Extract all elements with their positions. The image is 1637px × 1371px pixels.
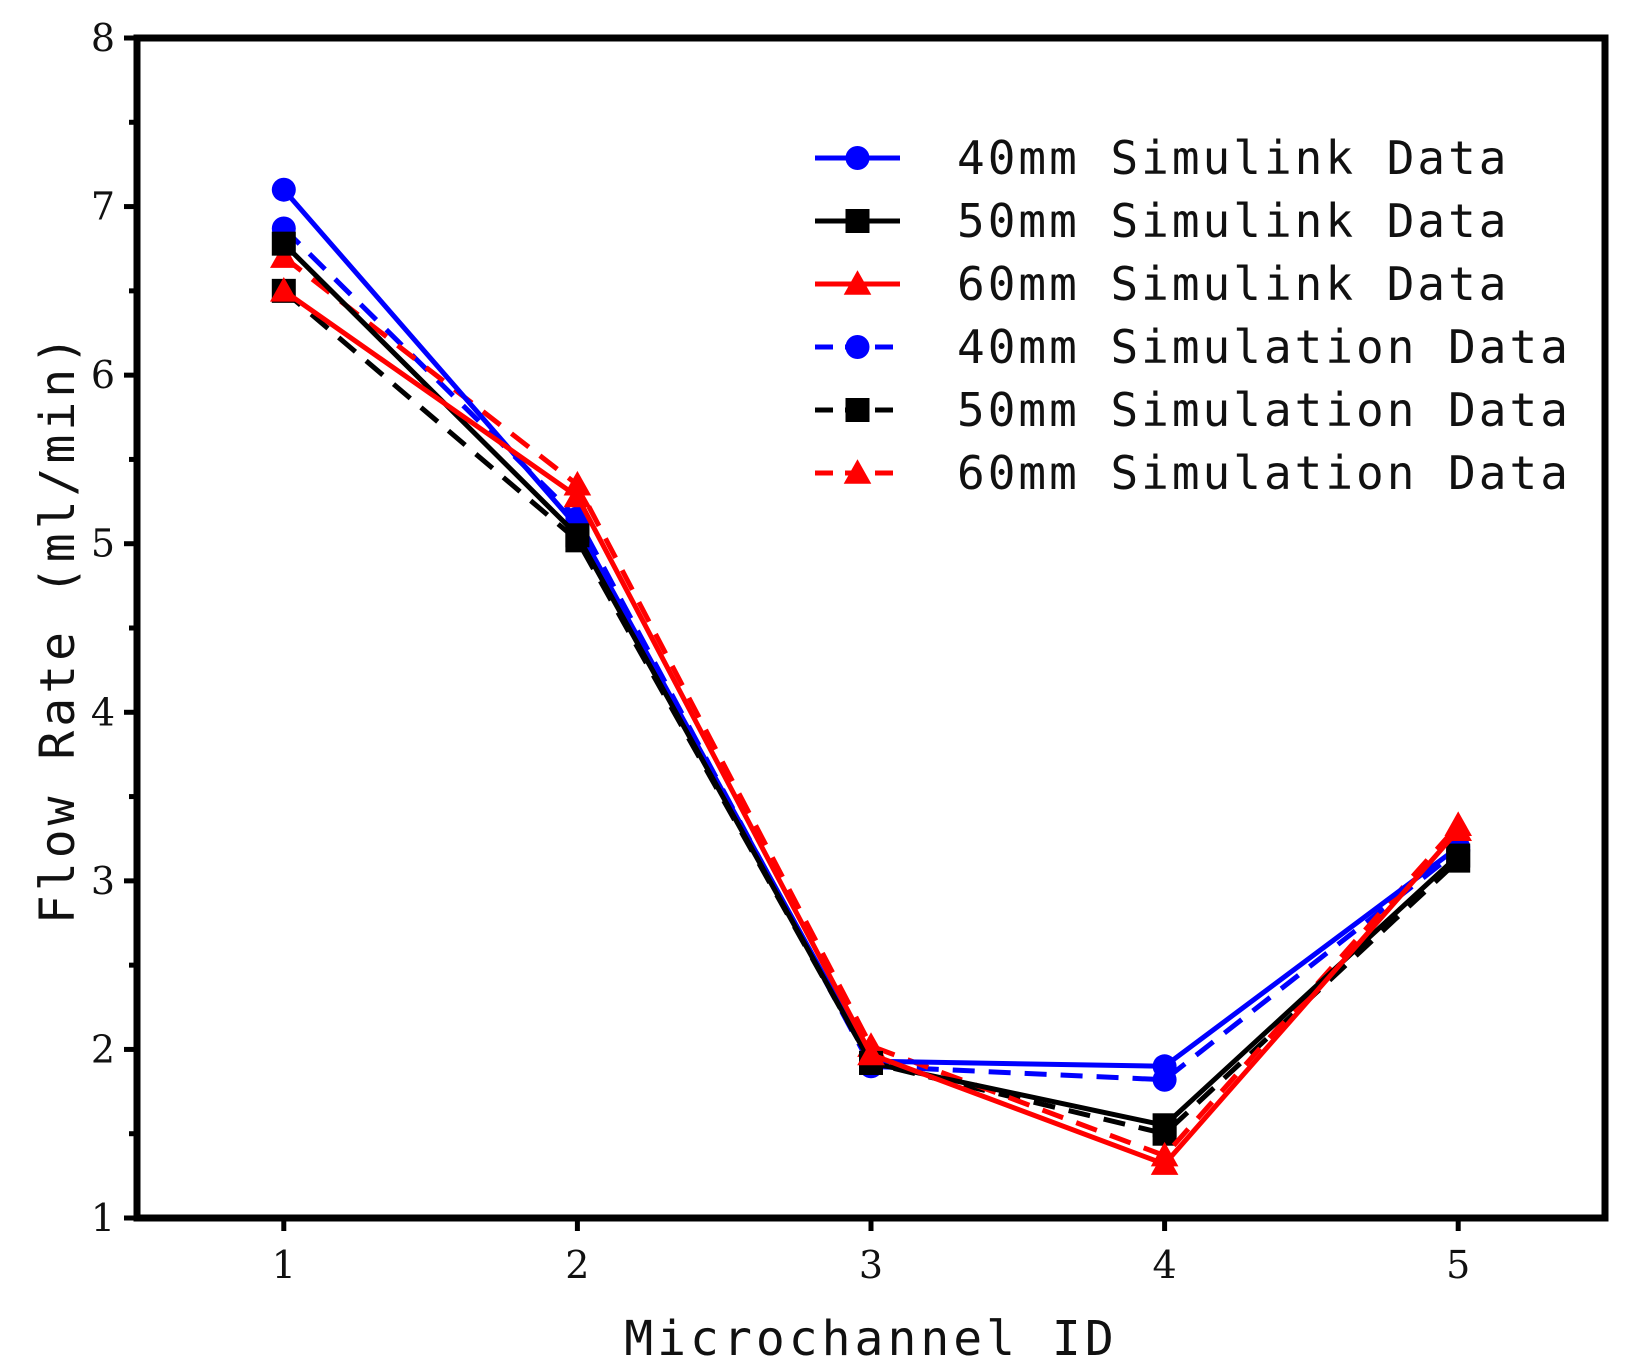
series-line: [282, 226, 1460, 1083]
data-point: [271, 231, 296, 256]
data-point: [1150, 1150, 1179, 1175]
x-tick-label: 2: [565, 1243, 589, 1287]
legend-item: 40mm Simulink Data: [815, 131, 1510, 185]
legend-marker: [845, 146, 870, 170]
legend-marker: [843, 270, 872, 295]
legend-item: 60mm Simulink Data: [815, 257, 1510, 311]
x-tick-label: 4: [1153, 1243, 1177, 1287]
legend-item: 50mm Simulation Data: [815, 383, 1571, 437]
legend-marker: [843, 459, 872, 484]
data-point: [1444, 816, 1472, 842]
data-point: [857, 1040, 885, 1066]
y-tick-label: 4: [91, 690, 115, 734]
legend-label: 60mm Simulation Data: [957, 446, 1571, 500]
y-tick-label: 8: [91, 16, 115, 60]
series-60mm-simulink-data: [270, 277, 1472, 1175]
y-tick-label: 6: [91, 353, 115, 397]
y-tick-label: 7: [91, 185, 115, 229]
x-tick-label: 5: [1446, 1243, 1470, 1287]
legend: 40mm Simulink Data 50mm Simulink Data 60mm…: [815, 131, 1571, 500]
x-tick-label: 3: [859, 1243, 883, 1287]
y-axis-title: Flow Rate (ml/min): [30, 332, 86, 924]
y-tick-label: 2: [91, 1027, 115, 1071]
legend-label: 40mm Simulation Data: [957, 320, 1571, 374]
legend-marker: [845, 335, 870, 359]
y-tick-label: 5: [91, 522, 115, 566]
y-tick-label: 1: [91, 1196, 115, 1240]
data-point: [1152, 1054, 1177, 1079]
legend-marker: [845, 398, 870, 422]
legend-label: 60mm Simulink Data: [957, 257, 1510, 311]
legend-marker: [845, 209, 870, 233]
legend-item: 60mm Simulation Data: [815, 446, 1571, 500]
series-layer: [270, 177, 1472, 1175]
legend-label: 40mm Simulink Data: [957, 131, 1510, 185]
y-tick-label: 3: [91, 859, 115, 903]
legend-item: 40mm Simulation Data: [815, 320, 1571, 374]
legend-label: 50mm Simulation Data: [957, 383, 1571, 437]
data-point: [1152, 1113, 1177, 1138]
data-point: [271, 177, 296, 202]
axis-ticks: 1 2 3 4 5 6 7 8 1 2 3 4 5: [91, 16, 1470, 1287]
data-point: [270, 277, 298, 302]
data-point: [563, 482, 592, 508]
legend-label: 50mm Simulink Data: [957, 194, 1510, 248]
data-point: [565, 523, 590, 548]
x-tick-label: 1: [272, 1243, 296, 1287]
legend-item: 50mm Simulink Data: [815, 194, 1510, 248]
data-point: [1446, 843, 1471, 868]
x-axis-title: Microchannel ID: [624, 1311, 1117, 1367]
